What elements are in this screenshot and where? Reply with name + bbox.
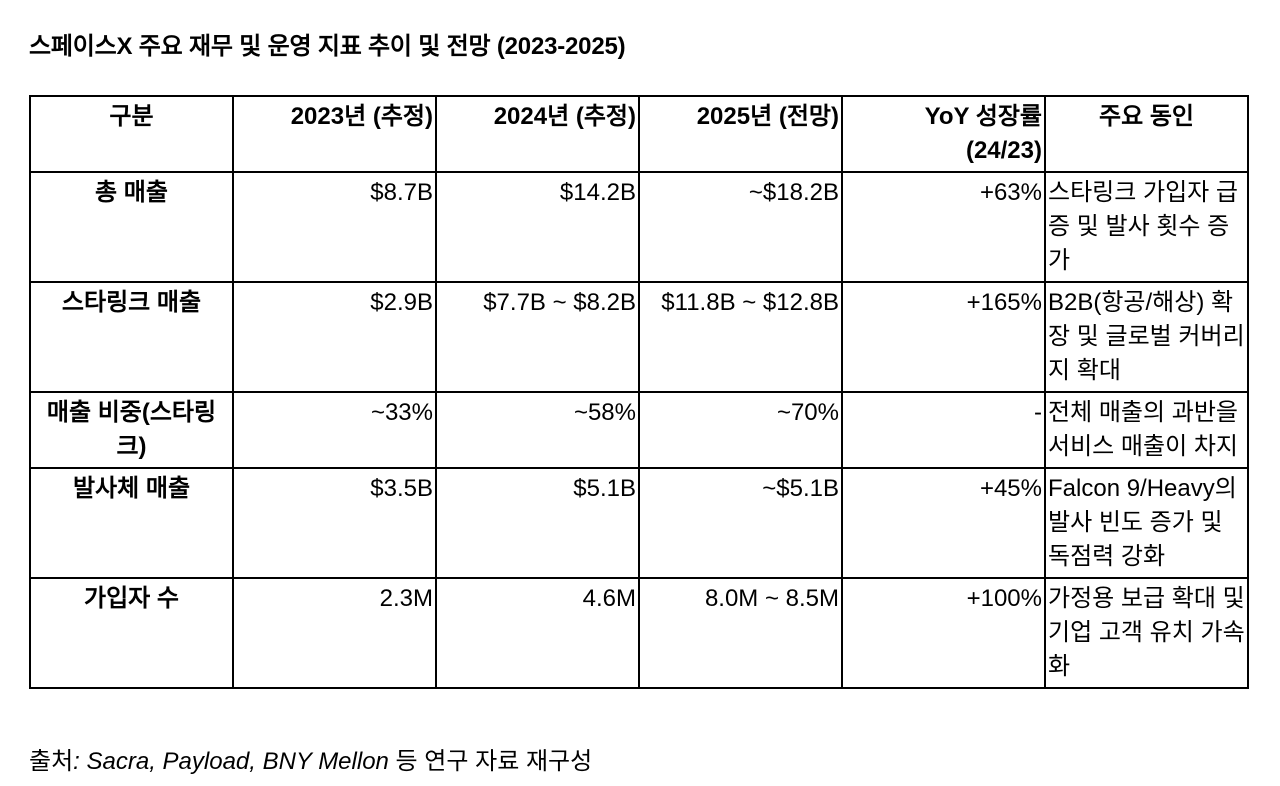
- source-names: : Sacra, Payload, BNY Mellon: [73, 748, 389, 775]
- cell-driver: 가정용 보급 확대 및 기업 고객 유치 가속화: [1044, 577, 1249, 689]
- header-2023: 2023년 (추정): [232, 95, 437, 173]
- cell-2023: $2.9B: [232, 281, 437, 393]
- header-2025: 2025년 (전망): [638, 95, 843, 173]
- cell-yoy: +100%: [841, 577, 1046, 689]
- cell-yoy: +45%: [841, 467, 1046, 579]
- page-title: 스페이스X 주요 재무 및 운영 지표 추이 및 전망 (2023-2025): [29, 33, 626, 60]
- table-row: 스타링크 매출 $2.9B $7.7B ~ $8.2B $11.8B ~ $12…: [29, 281, 1249, 393]
- cell-2024: 4.6M: [435, 577, 640, 689]
- table-row: 총 매출 $8.7B $14.2B ~$18.2B +63% 스타링크 가입자 …: [29, 171, 1249, 283]
- cell-yoy: -: [841, 391, 1046, 469]
- table-row: 매출 비중(스타링크) ~33% ~58% ~70% - 전체 매출의 과반을 …: [29, 391, 1249, 469]
- row-category: 가입자 수: [29, 577, 234, 689]
- cell-driver: B2B(항공/해상) 확장 및 글로벌 커버리지 확대: [1044, 281, 1249, 393]
- table-row: 가입자 수 2.3M 4.6M 8.0M ~ 8.5M +100% 가정용 보급…: [29, 577, 1249, 689]
- cell-2025: 8.0M ~ 8.5M: [638, 577, 843, 689]
- row-category: 발사체 매출: [29, 467, 234, 579]
- table-header-row: 구분 2023년 (추정) 2024년 (추정) 2025년 (전망) YoY …: [29, 95, 1249, 173]
- cell-2023: ~33%: [232, 391, 437, 469]
- metrics-table: 구분 2023년 (추정) 2024년 (추정) 2025년 (전망) YoY …: [29, 95, 1249, 689]
- row-category: 총 매출: [29, 171, 234, 283]
- row-category: 스타링크 매출: [29, 281, 234, 393]
- cell-2023: $8.7B: [232, 171, 437, 283]
- cell-driver: Falcon 9/Heavy의 발사 빈도 증가 및 독점력 강화: [1044, 467, 1249, 579]
- cell-2025: $11.8B ~ $12.8B: [638, 281, 843, 393]
- cell-yoy: +165%: [841, 281, 1046, 393]
- source-suffix: 등 연구 자료 재구성: [388, 748, 593, 775]
- header-category: 구분: [29, 95, 234, 173]
- cell-2024: $5.1B: [435, 467, 640, 579]
- cell-2024: ~58%: [435, 391, 640, 469]
- source-prefix: 출처: [29, 748, 74, 775]
- row-category: 매출 비중(스타링크): [29, 391, 234, 469]
- cell-2024: $14.2B: [435, 171, 640, 283]
- cell-2025: ~$18.2B: [638, 171, 843, 283]
- table-row: 발사체 매출 $3.5B $5.1B ~$5.1B +45% Falcon 9/…: [29, 467, 1249, 579]
- header-yoy-growth: YoY 성장률 (24/23): [841, 95, 1046, 173]
- cell-2024: $7.7B ~ $8.2B: [435, 281, 640, 393]
- cell-driver: 전체 매출의 과반을 서비스 매출이 차지: [1044, 391, 1249, 469]
- cell-2023: $3.5B: [232, 467, 437, 579]
- cell-driver: 스타링크 가입자 급증 및 발사 횟수 증가: [1044, 171, 1249, 283]
- cell-2023: 2.3M: [232, 577, 437, 689]
- cell-yoy: +63%: [841, 171, 1046, 283]
- source-note: 출처: Sacra, Payload, BNY Mellon 등 연구 자료 재…: [29, 741, 592, 776]
- header-key-drivers: 주요 동인: [1044, 95, 1249, 173]
- cell-2025: ~$5.1B: [638, 467, 843, 579]
- header-2024: 2024년 (추정): [435, 95, 640, 173]
- cell-2025: ~70%: [638, 391, 843, 469]
